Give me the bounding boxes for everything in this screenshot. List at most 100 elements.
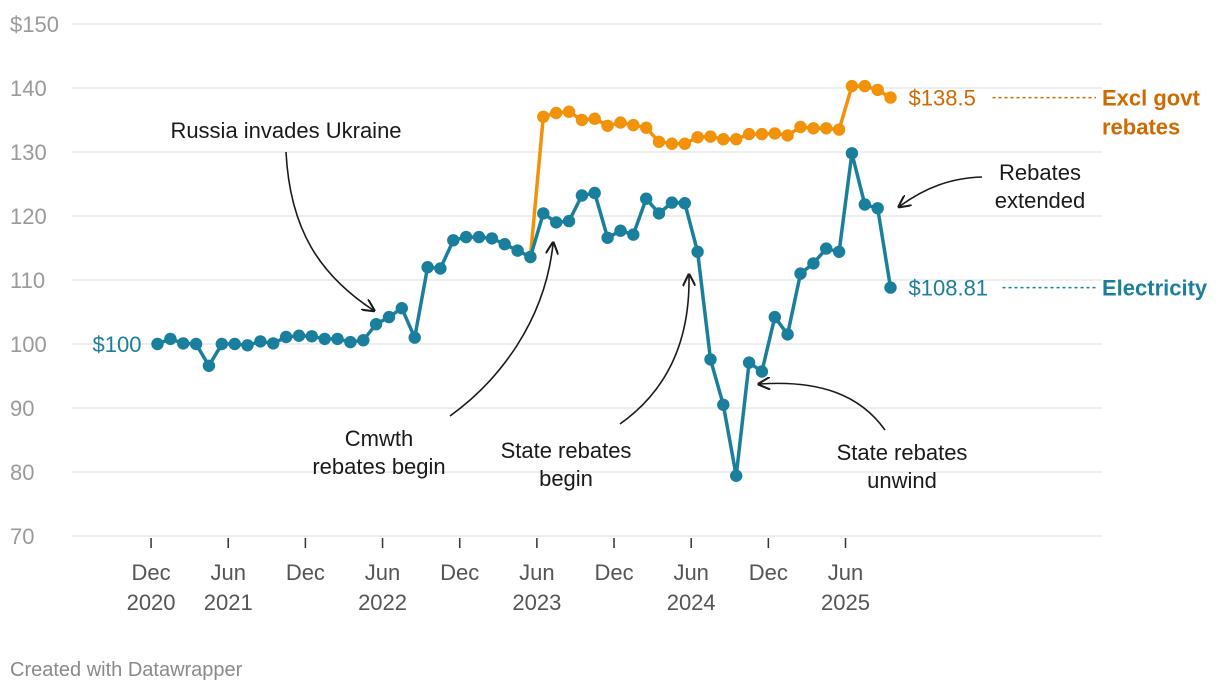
data-point-electricity: [498, 238, 511, 251]
annotation-russia: Russia invades Ukraine: [170, 118, 401, 143]
data-point-excl-rebates: [691, 131, 704, 144]
y-tick-label: 100: [10, 332, 47, 357]
data-point-excl-rebates: [562, 105, 576, 118]
data-point-excl-rebates: [781, 129, 794, 142]
data-point-electricity: [459, 230, 473, 244]
data-point-excl-rebates: [871, 83, 884, 97]
data-point-electricity: [177, 337, 190, 350]
data-point-electricity: [202, 359, 216, 372]
data-point-electricity: [472, 230, 486, 244]
annotation-cmwth: rebates begin: [312, 454, 445, 479]
data-point-electricity: [794, 267, 807, 280]
data-point-electricity: [382, 310, 396, 324]
data-point-electricity: [318, 332, 331, 346]
annotations: Russia invades Ukraine Cmwth rebates begin…: [170, 118, 1085, 493]
annotation-arrow-cmwth: [449, 244, 553, 417]
data-point-electricity: [884, 281, 897, 294]
footer-credit: Created with Datawrapper: [10, 659, 243, 681]
annotation-arrow-state-begin: [619, 276, 689, 425]
x-tick-label: Jun: [519, 560, 554, 585]
series: $100 $108.81 Electricity $138.5 Excl govt reb…: [93, 79, 1208, 482]
x-tick-label-year: 2024: [667, 590, 716, 615]
data-point-electricity: [164, 332, 177, 346]
data-point-electricity: [614, 224, 627, 237]
data-point-electricity: [408, 331, 421, 344]
data-point-electricity: [627, 228, 640, 241]
data-point-electricity: [292, 329, 306, 342]
x-tick-label: Dec: [440, 560, 479, 585]
data-point-electricity: [447, 234, 460, 247]
data-point-electricity: [575, 189, 589, 202]
annotation-cmwth: Cmwth: [345, 426, 413, 451]
end-value-label-excl-rebates: $138.5: [909, 86, 976, 111]
data-point-electricity: [665, 196, 679, 209]
data-point-excl-rebates: [575, 113, 589, 127]
data-point-excl-rebates: [717, 133, 730, 146]
data-point-electricity: [562, 214, 576, 228]
data-point-excl-rebates: [652, 135, 666, 148]
data-point-electricity: [279, 330, 293, 344]
x-tick-label-year: 2021: [204, 590, 253, 615]
y-tick-label: 120: [10, 204, 47, 229]
series-label-excl-rebates: rebates: [1102, 115, 1180, 140]
annotation-state-begin: State rebates: [501, 438, 632, 463]
data-point-electricity: [331, 332, 344, 346]
data-point-excl-rebates: [665, 137, 679, 150]
data-point-excl-rebates: [794, 120, 807, 134]
data-point-electricity: [524, 250, 537, 264]
data-point-electricity: [215, 337, 228, 351]
data-point-electricity: [717, 398, 730, 411]
data-point-electricity: [434, 262, 447, 275]
data-point-electricity: [395, 302, 408, 315]
data-point-excl-rebates: [845, 79, 859, 93]
data-point-electricity: [704, 353, 717, 366]
start-value-label: $100: [93, 332, 142, 357]
y-tick-label: 70: [10, 524, 34, 549]
data-point-electricity: [267, 337, 280, 350]
x-tick-label-year: 2020: [127, 590, 176, 615]
data-point-electricity: [730, 469, 743, 482]
series-label-excl-rebates: Excl govt: [1102, 86, 1200, 111]
data-point-electricity: [742, 356, 756, 369]
annotation-arrow-state-unwind: [760, 383, 886, 431]
data-point-electricity: [511, 244, 524, 257]
data-point-electricity: [845, 147, 859, 160]
data-point-electricity: [550, 216, 563, 229]
data-point-electricity: [871, 202, 884, 215]
data-point-electricity: [189, 337, 203, 351]
series-line-excl-rebates: [528, 84, 893, 259]
x-tick-label-year: 2022: [358, 590, 407, 615]
data-point-electricity: [588, 186, 601, 200]
data-point-excl-rebates: [820, 122, 833, 135]
data-point-electricity: [807, 257, 820, 270]
annotation-arrow-russia: [285, 151, 373, 310]
y-tick-label: 130: [10, 140, 47, 165]
x-tick-label-year: 2025: [821, 590, 870, 615]
data-point-electricity: [640, 192, 653, 205]
x-tick-label: Jun: [365, 560, 400, 585]
x-tick-label: Dec: [749, 560, 788, 585]
annotation-extended: extended: [995, 188, 1086, 213]
data-point-excl-rebates: [678, 137, 691, 150]
data-point-electricity: [241, 339, 254, 352]
data-point-excl-rebates: [704, 130, 717, 143]
data-point-excl-rebates: [832, 123, 846, 136]
end-value-label-electricity: $108.81: [909, 276, 989, 301]
y-tick-label: 140: [10, 76, 47, 101]
annotation-state-unwind: unwind: [867, 468, 937, 493]
data-point-excl-rebates: [742, 127, 756, 141]
data-point-excl-rebates: [614, 116, 627, 129]
data-point-electricity: [678, 197, 691, 210]
x-tick-label: Jun: [673, 560, 708, 585]
y-tick-label: 90: [10, 396, 34, 421]
x-tick-label-year: 2023: [512, 590, 561, 615]
data-point-electricity: [820, 242, 833, 255]
x-tick-label: Jun: [210, 560, 245, 585]
axes: $150 140 130 120 110 100 90 80 70 Dec 2020 Jun 2021 D…: [10, 12, 870, 615]
data-point-excl-rebates: [884, 91, 897, 104]
data-point-electricity: [832, 245, 846, 258]
data-point-excl-rebates: [537, 110, 550, 124]
data-point-electricity: [254, 335, 267, 348]
data-point-electricity: [357, 334, 370, 347]
